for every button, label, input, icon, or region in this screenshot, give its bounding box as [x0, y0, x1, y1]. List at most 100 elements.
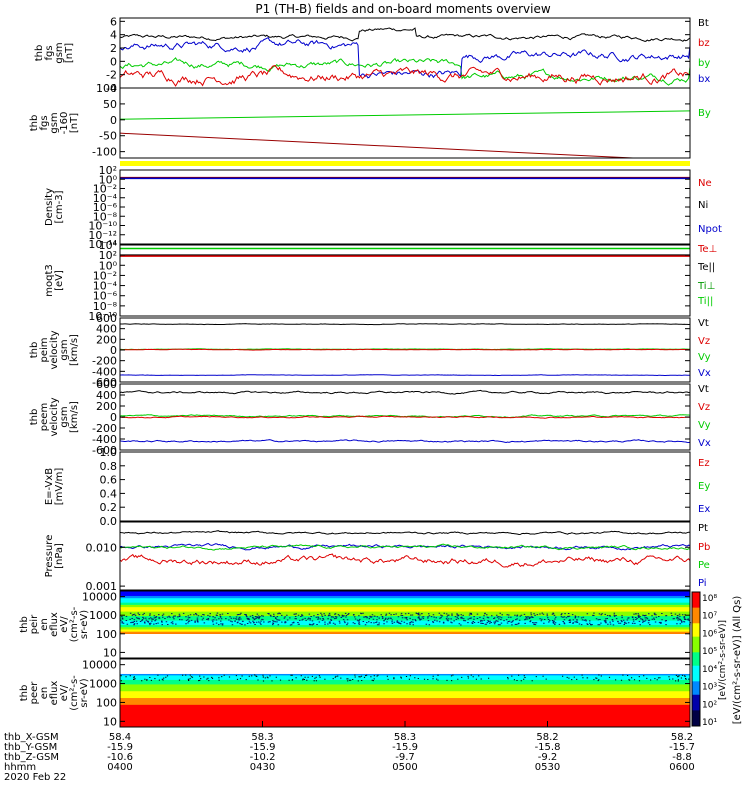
ylabel-line: [eV] — [54, 270, 65, 291]
colorbar-segment — [692, 618, 700, 622]
legend-Vz: Vz — [698, 402, 710, 413]
colorbar-segment — [692, 663, 700, 667]
colorbar-segment — [692, 645, 700, 649]
spectrogram-empty — [120, 659, 690, 674]
legend-bz: bz — [698, 38, 710, 49]
spectrogram-band — [120, 674, 690, 678]
legend-Ti⊥: Ti⊥ — [697, 281, 715, 292]
colorbar-segment — [692, 652, 700, 656]
chart-title: P1 (TH-B) fields and on-board moments ov… — [255, 2, 551, 16]
series-line-by — [119, 57, 691, 86]
spectrogram-noise — [120, 612, 692, 626]
colorbar-segment — [692, 609, 700, 613]
xaxis-row-label: thb_Z-GSM — [4, 752, 59, 763]
ytick-label: -4 — [106, 82, 117, 95]
spectrogram-band — [120, 631, 690, 634]
series-line-bx — [119, 37, 691, 79]
ylabel: moqt3[eV] — [44, 264, 65, 297]
colorbar-segment — [692, 656, 700, 660]
legend-Vy: Vy — [698, 352, 711, 363]
panel-p7: 1.00.80.60.40.20.0 E=-VxB[mV/m] Ez Ey Ex — [44, 446, 710, 528]
spectrogram-band — [120, 702, 690, 705]
ytick-label: 0.001 — [86, 580, 118, 593]
legend-Ey: Ey — [698, 481, 710, 492]
ytick-label: 200 — [96, 400, 117, 413]
spectrogram-band — [120, 715, 690, 719]
xaxis-row-label: thb_X-GSM — [4, 732, 59, 743]
ylabel: E=-VxB[mV/m] — [44, 468, 65, 506]
ylabel: thbpeemvelocitygsm[km/s] — [29, 397, 80, 436]
legend-Vx: Vx — [698, 438, 711, 449]
colorbar-segment — [692, 641, 700, 644]
ytick-label: 10⁻⁴ — [93, 192, 118, 205]
colorbar-segment — [692, 629, 700, 633]
ytick-label: 10000 — [82, 591, 117, 604]
colorbar-segment — [692, 600, 700, 604]
legend-Te||: Te|| — [697, 262, 715, 273]
colorbar-segment — [692, 643, 700, 647]
colorbar-segment — [692, 596, 700, 600]
ylabel: thbfgsgsm[nT] — [34, 42, 75, 63]
colorbar-segment — [692, 712, 700, 716]
legend-Pe: Pe — [698, 560, 710, 571]
spectrogram-band — [120, 606, 690, 610]
series-line-Pb — [119, 553, 691, 568]
colorbar-tick: 10⁷ — [702, 612, 717, 622]
spectrogram-band — [120, 690, 690, 694]
legend-Vz: Vz — [698, 336, 710, 347]
legend-Vt: Vt — [698, 384, 709, 395]
colorbar-segment — [692, 616, 700, 620]
spectrogram-band — [120, 613, 690, 617]
colorbar-segment — [692, 674, 700, 678]
legend-Ni: Ni — [698, 200, 708, 211]
colorbar-segment — [692, 667, 700, 671]
colorbar-segment — [692, 721, 700, 725]
ylabel-line: en — [39, 618, 50, 631]
ytick-label: 0 — [110, 114, 117, 127]
xaxis-value: -10.6 — [107, 752, 133, 763]
spectrogram-band — [120, 628, 690, 632]
spectrogram-band — [120, 713, 690, 717]
colorbar-tick: 10⁴ — [702, 665, 717, 675]
ylabel-line: (cm²-s- — [69, 606, 80, 642]
ylabel: thbpeirenefluxeV/(cm²-s-sr-eV) — [19, 606, 90, 642]
xaxis-value: 0400 — [107, 762, 132, 773]
colorbar-segment — [692, 665, 700, 669]
spectrogram-band — [120, 611, 690, 614]
ytick-label: 10⁻⁸ — [93, 300, 118, 313]
colorbar-segment — [692, 623, 700, 626]
spectrogram-band — [120, 677, 690, 680]
ytick-label: 400 — [96, 323, 117, 336]
colorbar-segment — [692, 701, 700, 705]
xaxis-value: -15.9 — [107, 742, 133, 753]
ylabel-line: velocity — [49, 330, 60, 369]
panel-p5: 6004002000-200-400-600thbpeimvelocitygsm… — [29, 312, 711, 389]
colorbar-segment — [692, 670, 700, 673]
ylabel: Density[cm-3] — [44, 188, 65, 226]
xaxis-value: -10.2 — [250, 752, 276, 763]
legend-Te⊥: Te⊥ — [697, 244, 717, 255]
colorbar-segment — [692, 692, 700, 696]
xaxis-row-label: hhmm — [4, 762, 36, 773]
colorbar-segment — [692, 627, 700, 631]
panel-p8: 0.010 0.001 Pressure[nPa] Pt Pb Pe Pi — [44, 521, 710, 593]
spectrogram-band — [120, 679, 690, 683]
ytick-label: -50 — [99, 130, 117, 143]
colorbar-segment — [692, 699, 700, 702]
ytick-label: 600 — [96, 378, 117, 391]
colorbar-segment — [692, 719, 700, 723]
spectrogram-band — [120, 683, 690, 687]
ylabel-line: [nT] — [64, 43, 75, 63]
legend-Ne: Ne — [698, 178, 712, 189]
spectrogram-band — [120, 617, 690, 621]
ytick-label: 0 — [110, 411, 117, 424]
legend-Npot: Npot — [698, 224, 722, 235]
legend-Bt: Bt — [698, 18, 709, 29]
panel-p6: 6004002000-200-400-600thbpeemvelocitygsm… — [29, 378, 711, 457]
spectrogram-band — [120, 622, 690, 625]
panel-frame — [119, 244, 691, 317]
spectrogram-noise — [120, 674, 690, 682]
